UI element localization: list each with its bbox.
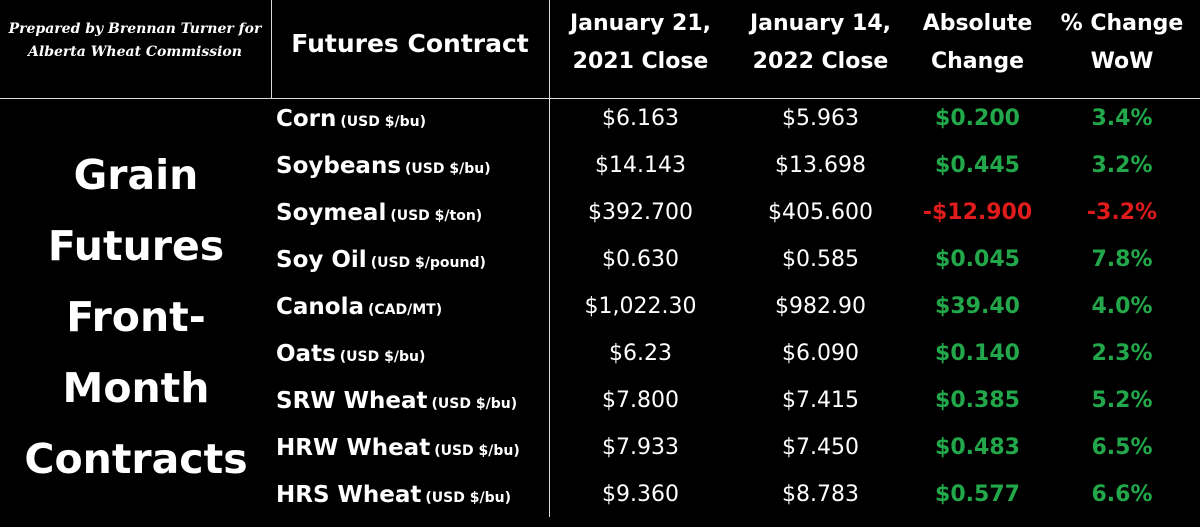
close-2022: $8.783: [782, 482, 859, 507]
close-2021: $14.143: [595, 153, 686, 178]
table-row: SRW Wheat (USD $/bu) $7.800 $7.415 $0.385…: [0, 386, 1200, 433]
side-title-line: Front-: [66, 293, 206, 341]
pct-change: 3.4%: [1091, 106, 1153, 131]
header-close-2021: January 21, 2021 Close: [569, 11, 712, 74]
contract-name: Oats (USD $/bu): [276, 341, 426, 367]
contract-name: Corn (USD $/bu): [276, 106, 426, 132]
close-2021: $0.630: [602, 247, 679, 272]
contract-name: Canola (CAD/MT): [276, 294, 443, 320]
close-2022: $0.585: [782, 247, 859, 272]
side-title-line: Grain: [73, 151, 199, 199]
table-row: Corn (USD $/bu) $6.163 $5.963 $0.200 3.4%: [0, 104, 1200, 151]
absolute-change: $0.445: [935, 153, 1020, 178]
pct-change: 4.0%: [1091, 294, 1153, 319]
contract-unit: (USD $/pound): [370, 255, 486, 271]
close-2022: $7.450: [782, 435, 859, 460]
contract-name: Soy Oil (USD $/pound): [276, 247, 486, 273]
table-row: Soymeal (USD $/ton) $392.700 $405.600 -$1…: [0, 198, 1200, 245]
table-row: Canola (CAD/MT) $1,022.30 $982.90 $39.40 …: [0, 292, 1200, 339]
pct-change: 7.8%: [1091, 247, 1153, 272]
table-row: HRS Wheat (USD $/bu) $9.360 $8.783 $0.577…: [0, 480, 1200, 527]
close-2022: $982.90: [775, 294, 866, 319]
close-2021: $7.800: [602, 388, 679, 413]
contract-unit: (USD $/ton): [390, 208, 483, 224]
absolute-change: $0.200: [935, 106, 1020, 131]
credit-line-2: Alberta Wheat Commission: [28, 44, 242, 60]
side-title-line: Futures: [47, 222, 225, 270]
close-2022: $13.698: [775, 153, 866, 178]
header-absolute-change: Absolute Change: [922, 11, 1033, 74]
contract-unit: (USD $/bu): [340, 114, 426, 130]
side-title-line: Month: [62, 364, 210, 412]
close-2021: $7.933: [602, 435, 679, 460]
contract-unit: (USD $/bu): [425, 490, 511, 506]
contract-name: Soybeans (USD $/bu): [276, 153, 491, 179]
absolute-change: -$12.900: [922, 200, 1033, 225]
pct-change: 6.6%: [1091, 482, 1153, 507]
table-row: Soybeans (USD $/bu) $14.143 $13.698 $0.44…: [0, 151, 1200, 198]
contract-unit: (USD $/bu): [339, 349, 426, 365]
pct-change: -3.2%: [1086, 200, 1158, 225]
contract-unit: (USD $/bu): [405, 161, 491, 177]
absolute-change: $0.385: [935, 388, 1020, 413]
pct-change: 6.5%: [1091, 435, 1153, 460]
close-2021: $6.23: [609, 341, 672, 366]
side-title-line: Contracts: [24, 435, 248, 483]
side-title: Grain Futures Front- Month Contracts: [0, 140, 272, 495]
contract-unit: (USD $/bu): [431, 396, 518, 412]
column-divider-contract: [549, 0, 550, 517]
table-row: Soy Oil (USD $/pound) $0.630 $0.585 $0.04…: [0, 245, 1200, 292]
close-2022: $5.963: [782, 106, 859, 131]
credit-note: Prepared by Brennan Turner for Alberta W…: [0, 18, 270, 64]
contract-name: Soymeal (USD $/ton): [276, 200, 483, 226]
contract-name: SRW Wheat (USD $/bu): [276, 388, 518, 414]
close-2021: $392.700: [588, 200, 693, 225]
column-divider-left: [271, 0, 272, 98]
contract-name: HRW Wheat (USD $/bu): [276, 435, 520, 461]
close-2022: $7.415: [782, 388, 859, 413]
close-2022: $6.090: [782, 341, 859, 366]
absolute-change: $0.577: [935, 482, 1020, 507]
pct-change: 3.2%: [1091, 153, 1153, 178]
header-futures-contract: Futures Contract: [291, 29, 529, 58]
absolute-change: $0.140: [935, 341, 1020, 366]
contract-name: HRS Wheat (USD $/bu): [276, 482, 511, 508]
contract-unit: (CAD/MT): [367, 302, 443, 318]
credit-line-1: Prepared by Brennan Turner for: [8, 21, 262, 37]
absolute-change: $0.483: [935, 435, 1020, 460]
absolute-change: $0.045: [935, 247, 1020, 272]
pct-change: 2.3%: [1091, 341, 1153, 366]
close-2022: $405.600: [768, 200, 873, 225]
table-row: Oats (USD $/bu) $6.23 $6.090 $0.140 2.3%: [0, 339, 1200, 386]
header-pct-change: % Change WoW: [1060, 11, 1184, 74]
pct-change: 5.2%: [1091, 388, 1153, 413]
close-2021: $6.163: [602, 106, 679, 131]
header-close-2022: January 14, 2022 Close: [749, 11, 892, 74]
header-divider: [0, 98, 1200, 99]
table-row: HRW Wheat (USD $/bu) $7.933 $7.450 $0.483…: [0, 433, 1200, 480]
contract-unit: (USD $/bu): [434, 443, 520, 459]
close-2021: $1,022.30: [584, 294, 697, 319]
absolute-change: $39.40: [935, 294, 1020, 319]
close-2021: $9.360: [602, 482, 679, 507]
